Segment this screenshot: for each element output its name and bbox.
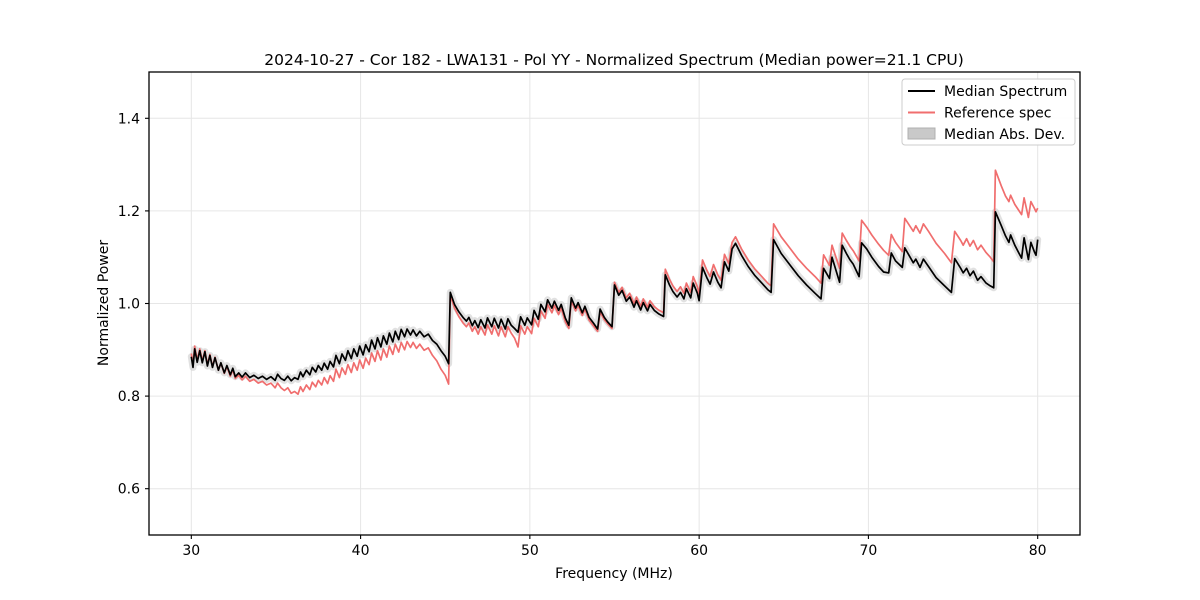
x-tick-label: 70 xyxy=(859,543,877,559)
y-tick-label: 0.6 xyxy=(118,482,140,498)
chart-title: 2024-10-27 - Cor 182 - LWA131 - Pol YY -… xyxy=(264,51,964,69)
x-tick-label: 60 xyxy=(690,543,708,559)
legend-median-spectrum-label: Median Spectrum xyxy=(944,84,1067,100)
x-tick-label: 50 xyxy=(521,543,539,559)
median-spectrum-line xyxy=(190,210,1039,382)
y-tick-label: 1.2 xyxy=(118,204,140,220)
reference-spectrum-line xyxy=(190,169,1039,396)
legend-mad-label: Median Abs. Dev. xyxy=(944,127,1065,143)
x-tick-label: 30 xyxy=(182,543,200,559)
legend-mad-swatch xyxy=(907,127,936,140)
x-axis-label: Frequency (MHz) xyxy=(555,566,673,582)
y-tick-label: 0.8 xyxy=(118,389,140,405)
y-tick-label: 1.4 xyxy=(118,111,140,127)
axis-ticks: 30 40 50 60 70 80 0.6 0.8 1.0 1.2 1.4 xyxy=(118,111,1047,559)
x-tick-label: 40 xyxy=(352,543,370,559)
legend-reference-spec-label: Reference spec xyxy=(944,106,1051,122)
y-tick-label: 1.0 xyxy=(118,297,140,313)
x-tick-label: 80 xyxy=(1029,543,1047,559)
legend: Median Spectrum Reference spec Median Ab… xyxy=(901,78,1076,146)
legend-box xyxy=(901,78,1076,146)
y-axis-label: Normalized Power xyxy=(96,240,112,366)
